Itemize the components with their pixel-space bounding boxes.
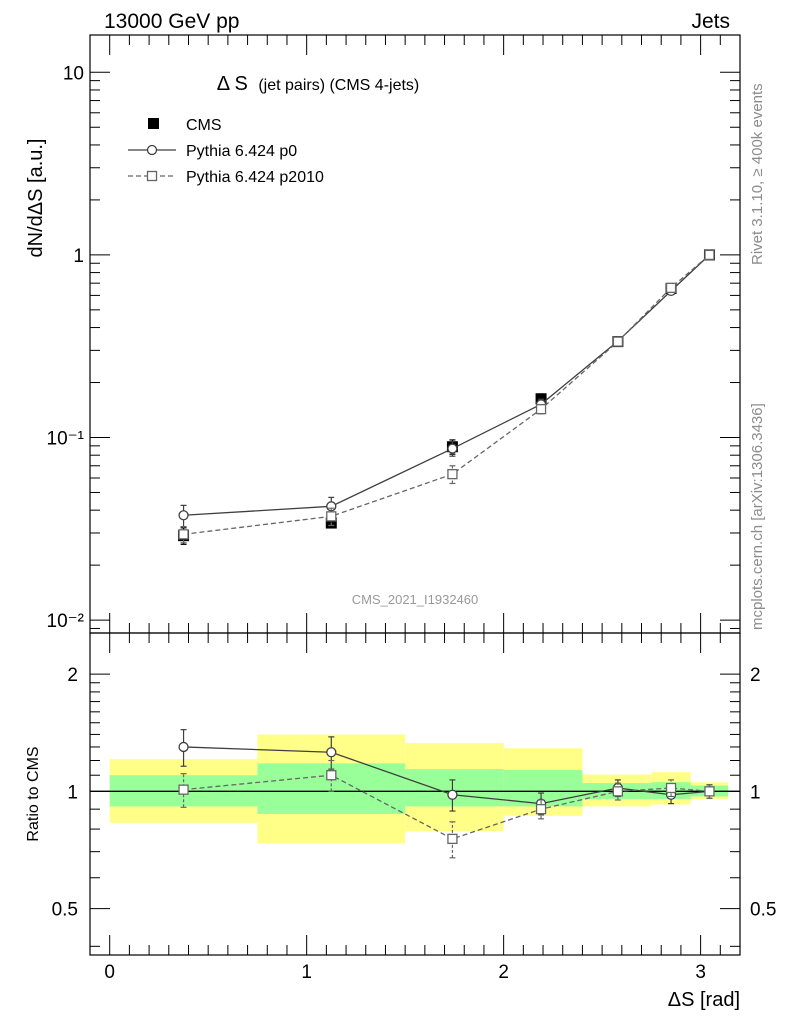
data-point-p2010 xyxy=(665,282,677,293)
legend-cms-marker xyxy=(148,118,159,129)
uncertainty-band-inner xyxy=(405,769,504,807)
ratio-point-p2010 xyxy=(665,782,677,794)
data-point-p2010 xyxy=(704,249,715,261)
chart-title: Δ S (jet pairs) (CMS 4-jets) xyxy=(217,73,420,95)
main-y-tick-label: 10 xyxy=(63,63,84,84)
analysis-watermark: CMS_2021_I1932460 xyxy=(352,592,479,607)
series-line-p0 xyxy=(183,254,710,516)
ratio-y-tick-label-right: 0.5 xyxy=(750,900,776,921)
ratio-axis-ticks xyxy=(90,633,740,955)
header-left: 13000 GeV pp xyxy=(104,10,239,33)
series-line-p2010 xyxy=(183,254,710,535)
ratio-y-tick-label-right: 2 xyxy=(750,665,761,686)
legend-cms-label: CMS xyxy=(186,117,222,134)
x-axis-title: ΔS [rad] xyxy=(668,989,740,1011)
main-axis-ticks xyxy=(90,35,740,633)
ratio-point-p0 xyxy=(447,789,458,800)
data-point-p2010 xyxy=(326,511,337,522)
ratio-point-p2010 xyxy=(447,833,458,845)
ratio-point-p2010 xyxy=(326,770,337,781)
ratio-point-p2010 xyxy=(178,784,189,795)
main-plot-content xyxy=(178,249,715,545)
legend-p2010-label: Pythia 6.424 p2010 xyxy=(186,169,324,186)
ratio-y-tick-label-left: 1 xyxy=(67,782,78,803)
legend-p0-marker xyxy=(146,144,158,156)
x-tick-label: 0 xyxy=(104,962,115,983)
ratio-point-p2010 xyxy=(612,786,624,797)
site-note: mcplots.cern.ch [arXiv:1306.3436] xyxy=(749,403,766,630)
rivet-note: Rivet 3.1.10, ≥ 400k events xyxy=(749,83,766,265)
main-y-tick-label: 1 xyxy=(73,246,84,267)
main-panel: 10⁻² 10⁻¹ 1 10 Δ S (jet pairs) (CMS 4-jets)… xyxy=(25,34,741,634)
legend-p2010-marker xyxy=(146,170,158,182)
ratio-panel: 0.5 0.5 1 1 2 2 0 1 2 3 Ratio to CMS ΔS [rad] xyxy=(25,632,777,1011)
ratio-y-axis-title: Ratio to CMS xyxy=(25,746,42,841)
ratio-plot-content xyxy=(90,729,740,859)
ratio-point-p0 xyxy=(326,747,337,758)
ratio-y-tick-labels: 0.5 0.5 1 1 2 2 xyxy=(52,665,777,920)
ratio-frame xyxy=(89,632,741,956)
data-point-p2010 xyxy=(535,403,547,415)
ratio-point-p2010 xyxy=(535,804,547,815)
x-tick-label: 1 xyxy=(301,962,312,983)
ratio-point-p0 xyxy=(178,741,189,753)
main-y-tick-label: 10⁻² xyxy=(47,611,85,632)
data-point-p0 xyxy=(178,510,189,521)
data-point-p2010 xyxy=(447,468,458,480)
data-point-p0 xyxy=(447,443,458,454)
main-y-axis-title: dN/dΔS [a.u.] xyxy=(25,139,47,258)
legend-p0-label: Pythia 6.424 p0 xyxy=(186,143,297,160)
ratio-y-tick-label-left: 0.5 xyxy=(52,900,78,921)
ratio-y-tick-label-right: 1 xyxy=(750,782,761,803)
main-y-tick-labels: 10⁻² 10⁻¹ 1 10 xyxy=(47,63,85,632)
x-tick-label: 3 xyxy=(695,962,706,983)
ratio-y-tick-label-left: 2 xyxy=(67,665,78,686)
header-right: Jets xyxy=(691,10,730,33)
legend: CMS Pythia 6.424 p0 Pythia 6.424 p2010 xyxy=(128,117,324,186)
data-point-p2010 xyxy=(612,336,624,347)
main-y-tick-label: 10⁻¹ xyxy=(47,428,85,449)
ratio-point-p2010 xyxy=(704,786,715,797)
data-point-p2010 xyxy=(178,529,189,540)
x-tick-label: 2 xyxy=(498,962,509,983)
x-tick-labels: 0 1 2 3 xyxy=(104,962,705,983)
